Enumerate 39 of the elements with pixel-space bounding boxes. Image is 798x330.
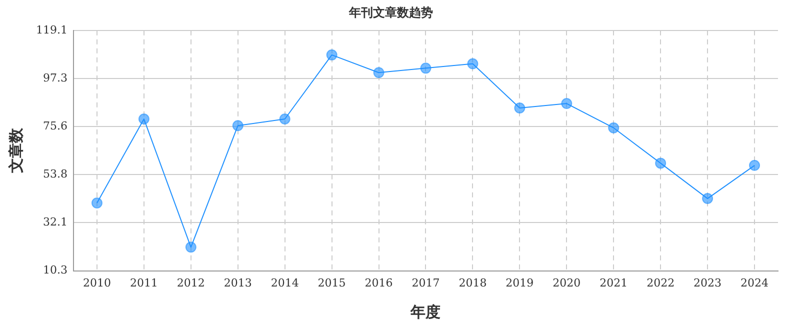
x-tick-label: 2022 (646, 276, 675, 290)
x-tick-label: 2020 (552, 276, 581, 290)
point (279, 114, 290, 125)
x-tick-label: 2023 (694, 276, 722, 290)
point (608, 122, 620, 134)
x-tick-label: 2018 (458, 276, 487, 290)
point (326, 49, 338, 60)
y-tick-label: 75.6 (42, 119, 68, 132)
x-tick-label: 2013 (224, 276, 252, 290)
x-tick-label: 2017 (412, 276, 440, 290)
point (467, 58, 478, 70)
y-axis-title: 文章数 (6, 127, 25, 174)
x-tick-label: 2014 (270, 276, 299, 290)
point (420, 62, 432, 74)
x-tick-label: 2010 (82, 276, 111, 290)
point (655, 158, 666, 169)
x-tick-label: 2012 (176, 276, 205, 290)
x-tick-label: 2016 (364, 276, 393, 290)
y-tick-label: 97.3 (42, 71, 68, 84)
chart-title: 年刊文章数趋势 (348, 5, 433, 20)
point (702, 193, 714, 204)
point (561, 98, 572, 110)
point (185, 242, 196, 253)
x-axis-title: 年度 (410, 302, 441, 321)
y-tick-label: 32.1 (42, 215, 68, 228)
x-tick-label: 2011 (130, 276, 158, 290)
y-tick-label: 119.1 (36, 23, 68, 36)
x-tick-label: 2019 (506, 276, 534, 290)
x-tick-label: 2024 (740, 276, 769, 290)
point (138, 114, 150, 125)
y-tick-label: 10.3 (42, 264, 68, 277)
y-tick-label: 53.8 (42, 168, 68, 181)
point (91, 197, 102, 208)
point (749, 160, 760, 171)
x-tick-label: 2015 (318, 276, 346, 290)
point (373, 67, 384, 78)
point (514, 102, 526, 114)
x-tick-label: 2021 (600, 276, 628, 290)
point (232, 120, 244, 132)
